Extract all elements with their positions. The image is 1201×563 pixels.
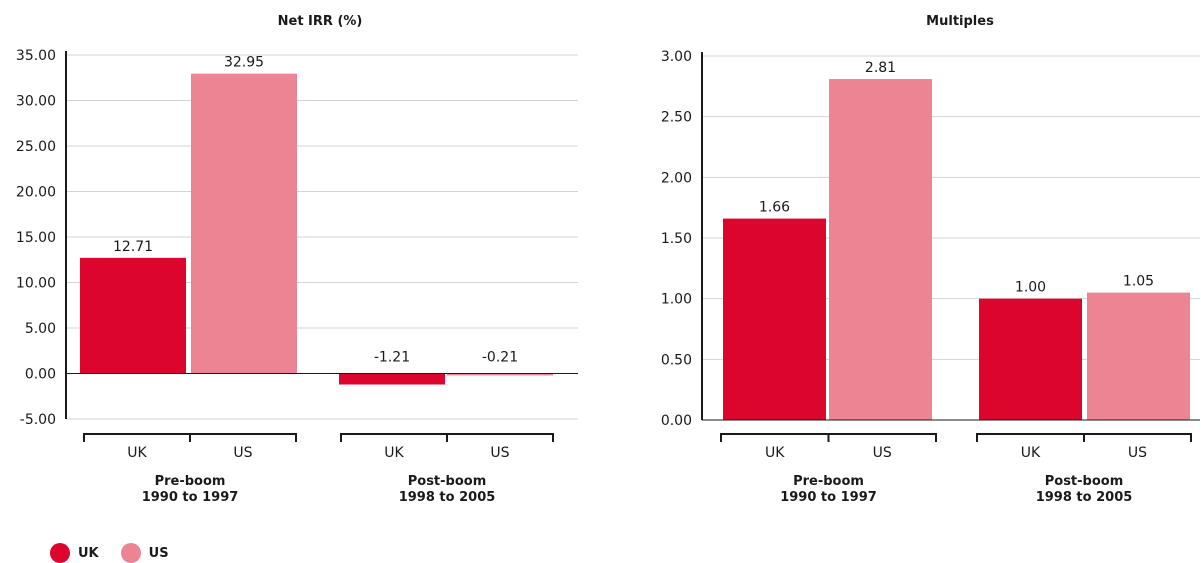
y-tick-label: 20.00 xyxy=(16,185,56,201)
bars xyxy=(723,79,1190,420)
x-category-label: US xyxy=(873,445,892,461)
chart-title-irr: Net IRR (%) xyxy=(277,14,363,29)
legend: UK US xyxy=(50,543,191,563)
bar-us xyxy=(191,73,297,374)
x-category-label: US xyxy=(1128,445,1147,461)
bar-uk xyxy=(979,298,1082,420)
data-label: 1.66 xyxy=(759,200,790,216)
x-category-label: US xyxy=(490,445,509,461)
x-category-label: UK xyxy=(765,445,785,461)
y-tick-label: 35.00 xyxy=(16,48,56,64)
data-label: 12.71 xyxy=(113,239,153,255)
y-tick-label: -5.00 xyxy=(20,412,56,428)
chart-multiples: 3.00 2.50 2.00 1.50 1.00 0.50 0.00 1.66 2.81 1.00… xyxy=(661,49,1200,505)
bar-us xyxy=(1087,292,1190,420)
group-label-line2: 1990 to 1997 xyxy=(142,490,239,505)
group-label-line2: 1998 to 2005 xyxy=(399,490,496,505)
bars xyxy=(80,73,553,385)
group-label-line1: Post-boom xyxy=(408,474,487,489)
bar-uk xyxy=(339,373,445,385)
group-label-line1: Post-boom xyxy=(1045,474,1124,489)
group-label-line1: Pre-boom xyxy=(793,474,864,489)
bar-uk xyxy=(723,218,826,420)
y-tick-label: 25.00 xyxy=(16,139,56,155)
data-label: 1.00 xyxy=(1015,280,1046,296)
x-category-label: US xyxy=(233,445,252,461)
legend-swatch-uk xyxy=(50,543,70,563)
data-label: -1.21 xyxy=(374,350,410,366)
y-tick-label: 15.00 xyxy=(16,230,56,246)
legend-item-us: US xyxy=(120,543,169,563)
y-tick-label: 1.00 xyxy=(661,292,692,308)
y-tick-label: 0.00 xyxy=(25,367,56,383)
chart-irr: 35.00 30.00 25.00 20.00 15.00 10.00 5.00 0.00 -5… xyxy=(16,48,578,505)
y-tick-label: 0.00 xyxy=(661,413,692,429)
bar-us xyxy=(829,79,932,420)
y-tick-label: 1.50 xyxy=(661,231,692,247)
x-category-label: UK xyxy=(1021,445,1041,461)
y-tick-label: 3.00 xyxy=(661,49,692,65)
legend-swatch-us xyxy=(120,543,141,563)
y-tick-label: 2.00 xyxy=(661,170,692,186)
group-label-line2: 1998 to 2005 xyxy=(1036,490,1133,505)
y-tick-label: 0.50 xyxy=(661,352,692,368)
legend-item-uk: UK xyxy=(50,543,99,563)
chart-title-multiples: Multiples xyxy=(926,14,994,29)
y-tick-label: 10.00 xyxy=(16,276,56,292)
data-label: 1.05 xyxy=(1123,274,1154,290)
data-label: -0.21 xyxy=(482,350,518,366)
group-label-line1: Pre-boom xyxy=(155,474,226,489)
y-tick-label: 5.00 xyxy=(25,321,56,337)
group-label-line2: 1990 to 1997 xyxy=(780,490,877,505)
legend-label-uk: UK xyxy=(78,545,99,561)
legend-label-us: US xyxy=(148,545,169,561)
data-label: 32.95 xyxy=(224,55,264,71)
bar-us xyxy=(447,373,553,376)
data-label: 2.81 xyxy=(865,60,896,76)
x-category-label: UK xyxy=(127,445,147,461)
y-tick-label: 2.50 xyxy=(661,110,692,126)
bar-uk xyxy=(80,257,186,374)
x-category-label: UK xyxy=(384,445,404,461)
y-tick-label: 30.00 xyxy=(16,94,56,110)
